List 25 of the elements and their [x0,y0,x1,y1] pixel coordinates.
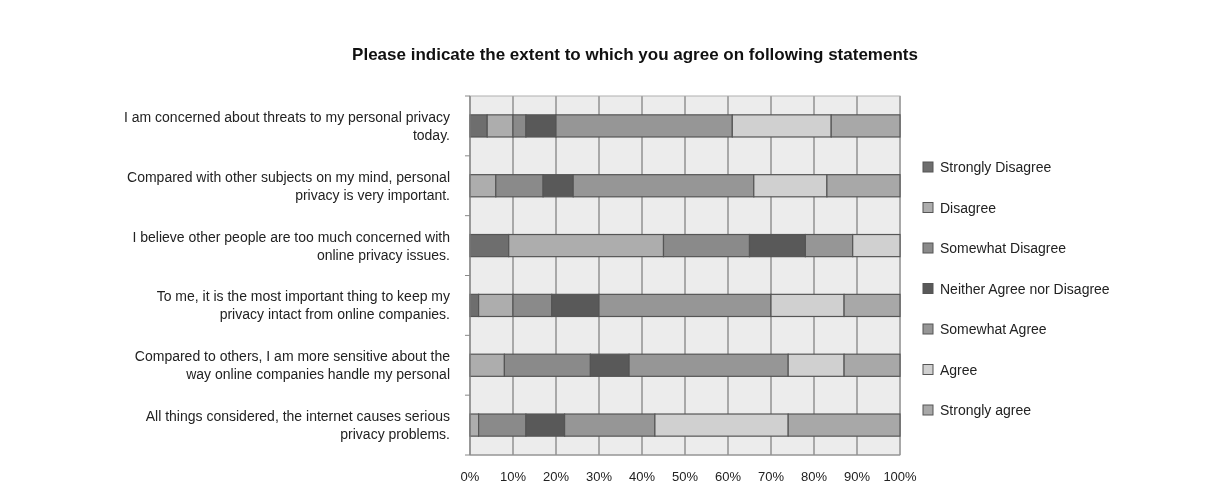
legend-label: Neither Agree nor Disagree [940,280,1110,297]
x-tick-label: 40% [628,469,656,484]
x-tick-label: 70% [757,469,785,484]
chart-title: Please indicate the extent to which you agree on following statements [352,45,918,64]
x-tick-label: 0% [460,469,480,484]
y-tick-label: To me, it is the most important thing to keep my privacy intact from online companies. [156,288,450,323]
y-tick-label: I am concerned about threats to my personal privacy today. [123,108,450,143]
x-tick-label: 60% [714,469,742,484]
legend-label: Strongly agree [940,402,1032,418]
x-tick-label: 50% [671,469,699,484]
x-tick-label: 80% [800,469,828,484]
legend-label: Somewhat Agree [940,321,1047,337]
legend-label: Strongly Disagree [940,159,1052,175]
x-tick-label: 20% [542,469,570,484]
legend-label: Agree [940,361,978,378]
y-tick-label: I believe other people are too much concerned with online privacy issues. [132,228,450,263]
x-tick-label: 100% [883,469,918,484]
y-tick-label: Compared to others, I am more sensitive about the way online companies handle my personal [134,348,451,383]
legend-label: Disagree [940,199,997,216]
y-tick-label: Compared with other subjects on my mind, personal privacy is very important. [127,168,450,203]
x-tick-label: 30% [585,469,613,484]
x-tick-label: 10% [499,469,527,484]
legend-label: Somewhat Disagree [940,240,1067,256]
y-tick-label: All things considered, the internet causes serious privacy problems. [145,408,450,443]
x-tick-label: 90% [843,469,871,484]
